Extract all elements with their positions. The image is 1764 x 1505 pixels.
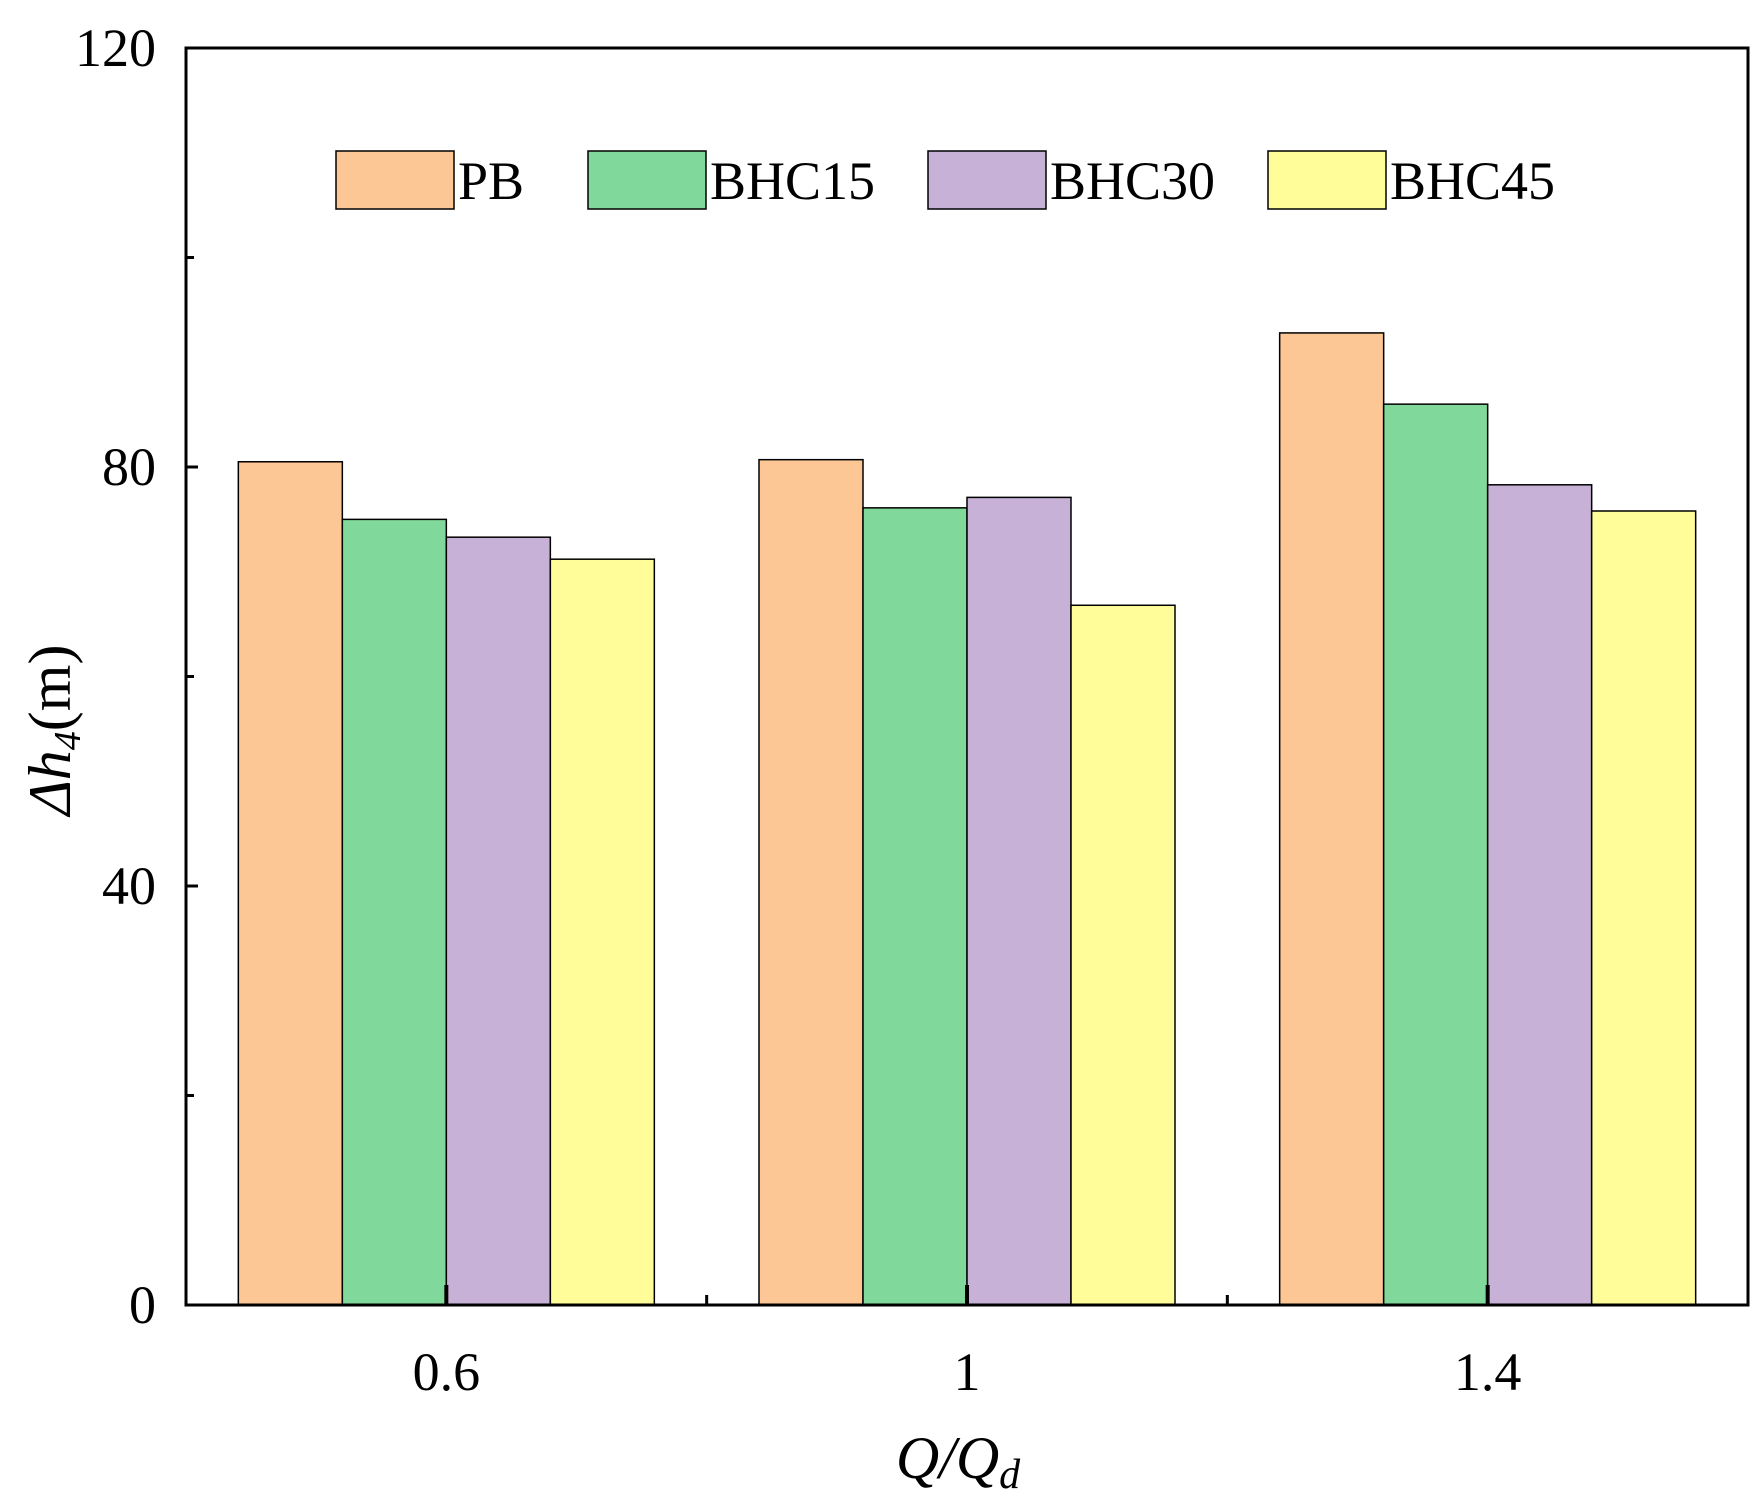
- y-axis-title-main: Δh: [17, 750, 83, 817]
- bar-bhc45-0_6: [549, 558, 656, 1306]
- bar-bhc15-1_4: [1382, 403, 1489, 1306]
- legend-label-bhc45: BHC45: [1390, 151, 1555, 211]
- legend-swatch-bhc45: [1267, 150, 1387, 210]
- bar-bhc15-0_6: [341, 518, 448, 1306]
- y-tick-label: 40: [102, 856, 156, 916]
- legend-swatch-bhc15: [587, 150, 707, 210]
- x-axis-title-main: Q/Q: [896, 1425, 999, 1491]
- bar-pb-0_6: [237, 461, 344, 1306]
- x-tick-label: 0.6: [413, 1342, 481, 1402]
- y-tick-label: 120: [75, 18, 156, 78]
- x-axis-title-sub: d: [999, 1452, 1021, 1498]
- bar-bhc45-1: [1070, 604, 1176, 1306]
- x-tick-label: 1: [954, 1342, 981, 1402]
- bars-group: [237, 332, 1697, 1306]
- bar-pb-1: [758, 458, 864, 1306]
- bar-bhc30-1_4: [1486, 484, 1593, 1306]
- y-axis-title-unit: (m): [17, 645, 83, 732]
- bar-bhc15-1: [862, 507, 968, 1306]
- bar-pb-1_4: [1278, 332, 1385, 1306]
- legend-swatch-bhc30: [927, 150, 1047, 210]
- bar-bhc30-0_6: [445, 536, 552, 1306]
- y-tick-label: 80: [102, 437, 156, 497]
- legend-label-bhc30: BHC30: [1050, 151, 1215, 211]
- x-axis-title: Q/Qd: [896, 1425, 1021, 1498]
- y-axis-title-sub: 4: [47, 731, 89, 750]
- legend-swatch-pb: [335, 150, 455, 210]
- y-axis-title: Δh4(m): [17, 645, 89, 818]
- x-tick-label: 1.4: [1454, 1342, 1522, 1402]
- legend-label-bhc15: BHC15: [710, 151, 875, 211]
- bar-bhc45-1_4: [1590, 510, 1697, 1306]
- legend-label-pb: PB: [458, 151, 524, 211]
- legend: PB BHC15 BHC30 BHC45: [335, 150, 1555, 211]
- axes-group: 0 40 80 120 0.6 1 1.4: [75, 18, 1521, 1402]
- bar-bhc30-1: [966, 496, 1072, 1306]
- y-tick-label: 0: [129, 1275, 156, 1335]
